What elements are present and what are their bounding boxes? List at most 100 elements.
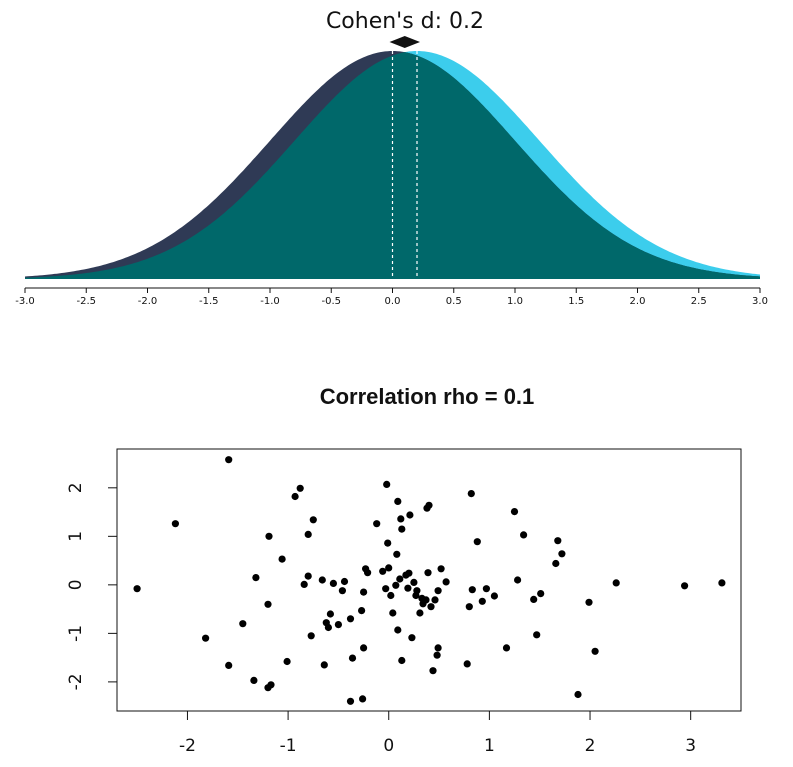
scatter-point: [338, 587, 346, 595]
scatter-point: [346, 615, 355, 623]
scatter-point: [239, 620, 247, 628]
scatter-point: [427, 603, 435, 611]
scatter-point: [225, 661, 233, 670]
scatter-point: [558, 550, 566, 558]
scatter-point: [429, 667, 437, 675]
scatter-point: [424, 569, 432, 577]
scatter-point: [478, 597, 486, 605]
scatter-point: [264, 600, 272, 608]
scatter-point: [329, 579, 337, 588]
scatter-point: [463, 660, 471, 668]
scatter-point: [408, 634, 416, 642]
scatter-point: [520, 531, 528, 539]
scatter-point: [398, 656, 406, 665]
scatter-point: [394, 497, 402, 505]
scatter-point: [392, 581, 400, 589]
scatter-point: [437, 565, 445, 573]
scatter-point: [346, 697, 355, 705]
x-tick-label: 1.0: [507, 296, 523, 307]
scatter-point: [383, 480, 391, 488]
scatter-point: [413, 587, 421, 595]
x-tick-label: 0.5: [446, 296, 462, 307]
scatter-point: [510, 508, 519, 516]
x-tick-label: 1: [484, 736, 495, 756]
x-tick-label: -1: [280, 736, 297, 756]
scatter-point: [397, 515, 405, 523]
scatter-point: [422, 596, 430, 604]
scatter-point: [389, 609, 397, 617]
scatter-point: [393, 550, 401, 558]
scatter-point: [384, 539, 392, 547]
cohens-d-chart: Cohen's d: 0.2 -3.0 -2.5 -2.0 -1.5 -1.0 -0.5 0…: [15, 9, 768, 307]
scatter-point: [434, 644, 442, 652]
x-tick-label: 0: [383, 736, 394, 756]
scatter-point: [468, 586, 476, 594]
scatter-point: [265, 532, 273, 540]
scatter-point: [467, 490, 475, 498]
scatter-points: [133, 456, 726, 705]
x-tick-label: 2.0: [630, 296, 646, 307]
scatter-point: [359, 695, 367, 703]
scatter-point: [574, 690, 582, 699]
scatter-point: [307, 632, 315, 640]
scatter-point: [434, 587, 442, 595]
scatter-point: [373, 520, 381, 528]
scatter-point: [404, 584, 412, 592]
scatter-point: [502, 644, 511, 652]
x-tick-label: 2.5: [691, 296, 707, 307]
scatter-point: [718, 579, 726, 587]
scatter-point: [320, 661, 328, 669]
x-tick-label: 3.0: [752, 296, 768, 307]
scatter-point: [591, 647, 599, 655]
scatter-point: [340, 577, 349, 586]
scatter-point: [324, 623, 332, 632]
y-tick-label: 2: [66, 482, 86, 493]
plot-frame: [116, 448, 742, 712]
scatter-point: [416, 609, 424, 617]
x-tick-label: -1.0: [260, 296, 280, 307]
scatter-point: [465, 603, 473, 611]
scatter-point: [387, 591, 395, 600]
x-tick-label: -2: [179, 736, 196, 756]
scatter-point: [473, 538, 481, 546]
scatter-point: [681, 582, 689, 590]
scatter-point: [379, 567, 387, 575]
scatter-point: [326, 610, 334, 618]
scatter-point: [252, 574, 260, 582]
scatter-point: [482, 585, 490, 593]
scatter-point: [267, 681, 275, 689]
scatter-point: [348, 654, 357, 662]
x-tick-label: -2.5: [76, 296, 96, 307]
scatter-point: [554, 537, 562, 545]
scatter-point: [202, 634, 210, 642]
effect-size-arrow: [389, 36, 420, 48]
scatter-point: [334, 621, 342, 629]
y-tick-label: -1: [66, 625, 86, 642]
scatter-point: [431, 596, 439, 604]
x-tick-label: -0.5: [321, 296, 341, 307]
scatter-point: [385, 564, 393, 572]
x-tick-label: 1.5: [568, 296, 584, 307]
correlation-title: Correlation rho = 0.1: [320, 384, 535, 409]
y-axis-ticks: -2 -1 0 1 2: [66, 482, 118, 690]
scatter-point: [382, 585, 390, 593]
scatter-point: [490, 592, 498, 600]
scatter-point: [396, 575, 404, 583]
scatter-point: [537, 590, 545, 598]
scatter-point: [278, 555, 286, 563]
mean-lines: [391, 51, 418, 279]
cohens-d-title: Cohen's d: 0.2: [326, 9, 484, 34]
scatter-point: [530, 595, 538, 604]
scatter-point: [612, 579, 620, 587]
scatter-point: [398, 525, 406, 533]
x-tick-label: 2: [585, 736, 596, 756]
x-axis-ticks: -3.0 -2.5 -2.0 -1.5 -1.0 -0.5 0.0 0.5 1.0 1.5 2.0 2…: [15, 288, 768, 307]
scatter-point: [360, 644, 368, 652]
scatter-point: [406, 511, 414, 519]
scatter-point: [309, 516, 317, 524]
x-tick-label: -1.5: [199, 296, 219, 307]
scatter-point: [250, 676, 258, 685]
x-tick-label: 3: [685, 736, 696, 756]
scatter-point: [442, 578, 450, 586]
